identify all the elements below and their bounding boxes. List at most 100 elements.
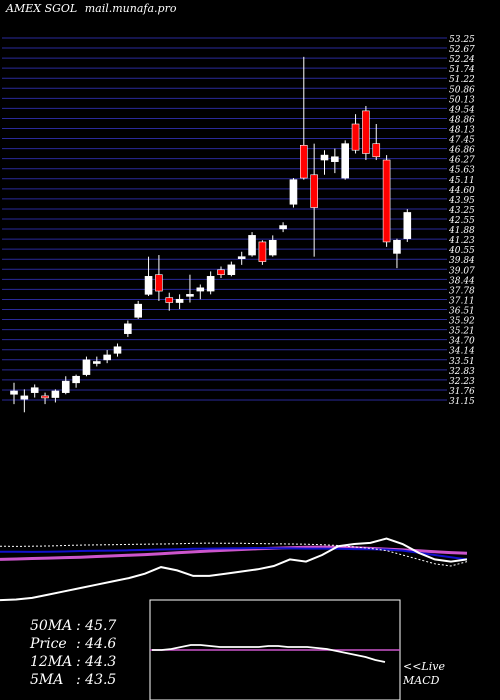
price-tick-label: 39.07 xyxy=(449,266,475,276)
candle-up xyxy=(30,387,39,393)
candle-up xyxy=(268,239,277,256)
price-tick-label: 48.13 xyxy=(448,126,475,136)
candle-up xyxy=(113,346,122,354)
bottom-indicator-panel xyxy=(0,537,468,602)
candle-up xyxy=(93,361,101,364)
readout-value: : 44.3 xyxy=(76,654,116,670)
price-tick-label: 32.83 xyxy=(449,367,475,377)
candle-up xyxy=(134,303,142,318)
readout-value: : 43.5 xyxy=(76,672,116,688)
ma-line-blue xyxy=(0,546,468,561)
price-tick-label: 42.55 xyxy=(448,216,475,226)
price-tick-label: 53.25 xyxy=(449,35,475,45)
candle-up xyxy=(237,256,246,259)
price-tick-label: 37.11 xyxy=(449,296,475,306)
candlestick-series xyxy=(10,56,412,413)
chart-header: AMEX SGOL mail.munafa.pro xyxy=(5,2,177,15)
price-tick-label: 51.22 xyxy=(449,75,475,85)
price-tick-label: 43.95 xyxy=(448,196,475,206)
candle-down xyxy=(372,143,381,158)
price-tick-label: 43.25 xyxy=(448,206,475,216)
price-tick-label: 46.27 xyxy=(448,156,475,166)
price-tick-label: 37.78 xyxy=(449,286,475,296)
price-grid xyxy=(2,37,447,401)
price-tick-label: 31.76 xyxy=(449,387,475,397)
candle-down xyxy=(258,241,267,262)
candle-up xyxy=(248,235,256,256)
candle-up xyxy=(341,143,350,179)
candle-up xyxy=(72,375,80,384)
price-tick-label: 34.14 xyxy=(449,347,475,357)
price-tick-label: 35.92 xyxy=(449,317,475,327)
price-tick-label: 47.45 xyxy=(448,136,475,146)
candle-down xyxy=(382,159,391,243)
price-tick-label: 38.44 xyxy=(449,276,475,286)
readout-value: : 44.6 xyxy=(76,636,116,652)
candle-up xyxy=(196,287,205,292)
price-tick-label: 49.54 xyxy=(448,105,475,115)
candle-up xyxy=(227,264,236,275)
price-tick-label: 36.51 xyxy=(449,307,475,317)
price-tick-label: 35.21 xyxy=(449,327,475,337)
ma-line-white xyxy=(0,537,468,602)
candle-up xyxy=(144,276,153,295)
candle-up xyxy=(393,239,401,254)
price-tick-label: 44.60 xyxy=(448,186,475,196)
candle-up xyxy=(61,380,70,393)
price-tick-label: 50.13 xyxy=(449,95,475,105)
candle-up xyxy=(82,359,91,375)
price-tick-label: 31.15 xyxy=(449,397,475,407)
macd-live-label: <<Live xyxy=(403,660,445,673)
candle-up xyxy=(320,154,329,161)
price-tick-label: 52.67 xyxy=(449,45,475,55)
readout-label: Price xyxy=(29,636,67,652)
candle-up xyxy=(206,276,215,292)
price-tick-label: 51.74 xyxy=(449,65,475,75)
readout-label: 5MA xyxy=(30,672,63,688)
price-tick-label: 32.23 xyxy=(449,377,475,387)
price-axis-labels: 53.2552.6752.2451.7451.2250.8650.1349.54… xyxy=(448,35,475,407)
price-tick-label: 45.63 xyxy=(448,166,475,176)
candle-up xyxy=(124,323,132,334)
price-tick-label: 40.55 xyxy=(448,246,475,256)
candle-down xyxy=(41,395,49,399)
readout-label: 50MA xyxy=(30,618,72,634)
candle-up xyxy=(51,390,60,398)
candle-down xyxy=(155,274,163,292)
price-tick-label: 39.84 xyxy=(449,256,475,266)
macd-panel xyxy=(150,644,400,663)
candle-down xyxy=(310,174,318,208)
ticker-label: AMEX SGOL xyxy=(5,2,77,15)
macd-label: MACD xyxy=(402,674,440,687)
site-label: mail.munafa.pro xyxy=(85,2,177,15)
candle-up xyxy=(103,354,111,361)
price-tick-label: 48.86 xyxy=(448,115,475,125)
candle-up xyxy=(289,179,298,205)
price-tick-label: 34.70 xyxy=(449,337,475,347)
candle-up xyxy=(279,225,287,230)
candle-up xyxy=(175,298,184,303)
candle-up xyxy=(403,212,412,239)
ma-line-white-dotted xyxy=(0,542,468,567)
price-tick-label: 33.51 xyxy=(449,357,475,367)
candle-down xyxy=(351,123,360,151)
candle-up xyxy=(10,390,18,395)
readout-label: 12MA xyxy=(30,654,72,670)
candle-down xyxy=(165,297,174,303)
price-tick-label: 41.88 xyxy=(448,226,475,236)
macd-line xyxy=(152,644,386,663)
price-tick-label: 46.86 xyxy=(448,146,475,156)
price-tick-label: 41.23 xyxy=(448,236,475,246)
price-tick-label: 50.86 xyxy=(449,85,475,95)
price-tick-label: 52.24 xyxy=(449,55,475,65)
candle-down xyxy=(362,110,370,154)
candle-down xyxy=(217,269,225,275)
readout-value: : 45.7 xyxy=(76,618,116,634)
candle-up xyxy=(20,395,29,400)
price-tick-label: 45.11 xyxy=(448,176,475,186)
candle-up xyxy=(186,294,194,297)
candle-down xyxy=(299,144,308,179)
